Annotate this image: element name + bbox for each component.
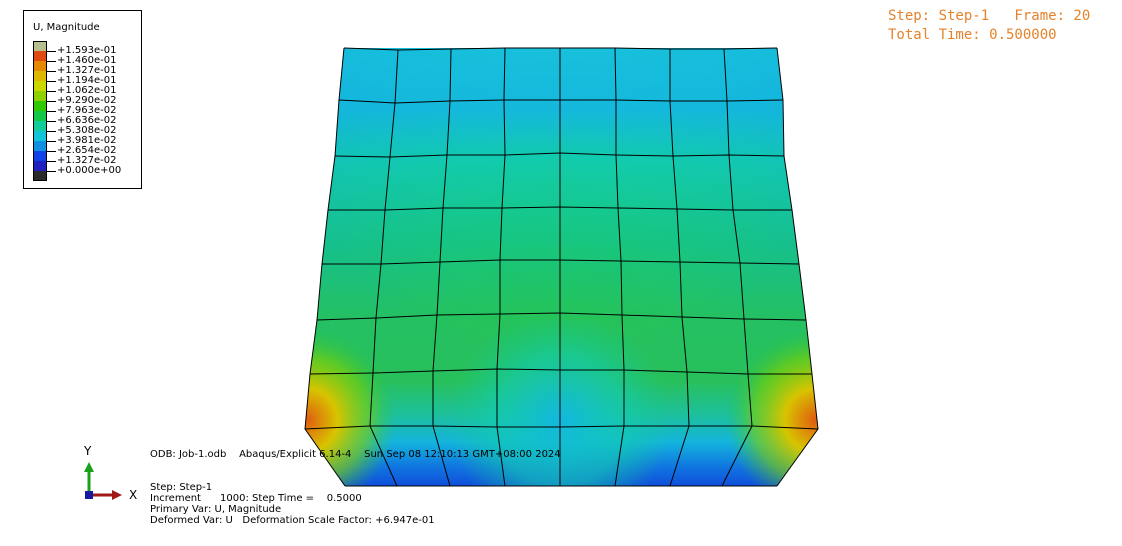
- mesh-line: [496, 47, 506, 487]
- legend-tick: [47, 141, 56, 142]
- legend-value-label: +1.593e-01: [57, 45, 117, 56]
- legend-value-label: +9.290e-02: [57, 95, 117, 106]
- legend-color-band: [33, 101, 47, 111]
- legend-tick: [47, 131, 56, 132]
- legend-color-band: [33, 41, 47, 51]
- primary-var-info: Primary Var: U, Magnitude: [150, 504, 282, 515]
- legend-tick: [47, 171, 56, 172]
- legend-tick: [47, 161, 56, 162]
- legend-value-label: +1.460e-01: [57, 55, 117, 66]
- mesh-line: [304, 47, 346, 487]
- legend-tick: [47, 101, 56, 102]
- legend-value-label: +1.062e-01: [57, 85, 117, 96]
- legend-value-label: +0.000e+00: [57, 165, 122, 176]
- mesh-line: [369, 49, 399, 487]
- legend-value-label: +1.194e-01: [57, 75, 117, 86]
- mesh-line: [669, 49, 690, 487]
- legend-color-band: [33, 151, 47, 161]
- legend-value-label: +2.654e-02: [57, 145, 117, 156]
- odb-info: ODB: Job-1.odb Abaqus/Explicit 6.14-4 Su…: [150, 449, 561, 460]
- legend-tick: [47, 51, 56, 52]
- legend-tick: [47, 121, 56, 122]
- deformed-model[interactable]: [300, 40, 825, 490]
- legend-value-label: +6.636e-02: [57, 115, 117, 126]
- legend-tick: [47, 71, 56, 72]
- legend-tick: [47, 61, 56, 62]
- legend-color-band: [33, 141, 47, 151]
- legend-tick: [47, 151, 56, 152]
- deformed-var-info: Deformed Var: U Deformation Scale Factor…: [150, 515, 435, 526]
- x-axis-label: X: [129, 488, 138, 502]
- legend-tick: [47, 111, 56, 112]
- y-axis-label: Y: [84, 444, 92, 458]
- legend-color-band: [33, 161, 47, 171]
- legend-color-band: [33, 111, 47, 121]
- mesh-line: [776, 47, 819, 487]
- mesh-line: [432, 48, 452, 487]
- increment-info: Increment 1000: Step Time = 0.5000: [150, 493, 362, 504]
- step-info: Step: Step-1: [150, 482, 213, 493]
- step-frame-label: Step: Step-1 Frame: 20: [888, 8, 1091, 24]
- legend-value-label: +1.327e-02: [57, 155, 117, 166]
- total-time-label: Total Time: 0.500000: [888, 27, 1057, 43]
- legend-value-label: +7.963e-02: [57, 105, 117, 116]
- mesh-line: [721, 48, 753, 487]
- legend-title: U, Magnitude: [33, 22, 100, 33]
- legend-color-band: [33, 51, 47, 61]
- legend-value-label: +3.981e-02: [57, 135, 117, 146]
- element-mesh: [304, 47, 819, 487]
- legend-color-band: [33, 91, 47, 101]
- legend-value-label: +1.327e-01: [57, 65, 117, 76]
- axis-triad: [84, 462, 122, 500]
- legend-value-label: +5.308e-02: [57, 125, 117, 136]
- legend-color-band: [33, 71, 47, 81]
- mesh-line: [614, 47, 625, 487]
- z-axis-marker: [85, 491, 93, 499]
- legend-color-band: [33, 131, 47, 141]
- legend-tick: [47, 81, 56, 82]
- legend-color-band: [33, 171, 47, 181]
- legend-color-band: [33, 61, 47, 71]
- legend-tick: [47, 91, 56, 92]
- legend-color-band: [33, 81, 47, 91]
- legend-color-band: [33, 121, 47, 131]
- contour-legend: U, Magnitude +1.593e-01 +1.460e-01 +1.327e…: [23, 10, 142, 189]
